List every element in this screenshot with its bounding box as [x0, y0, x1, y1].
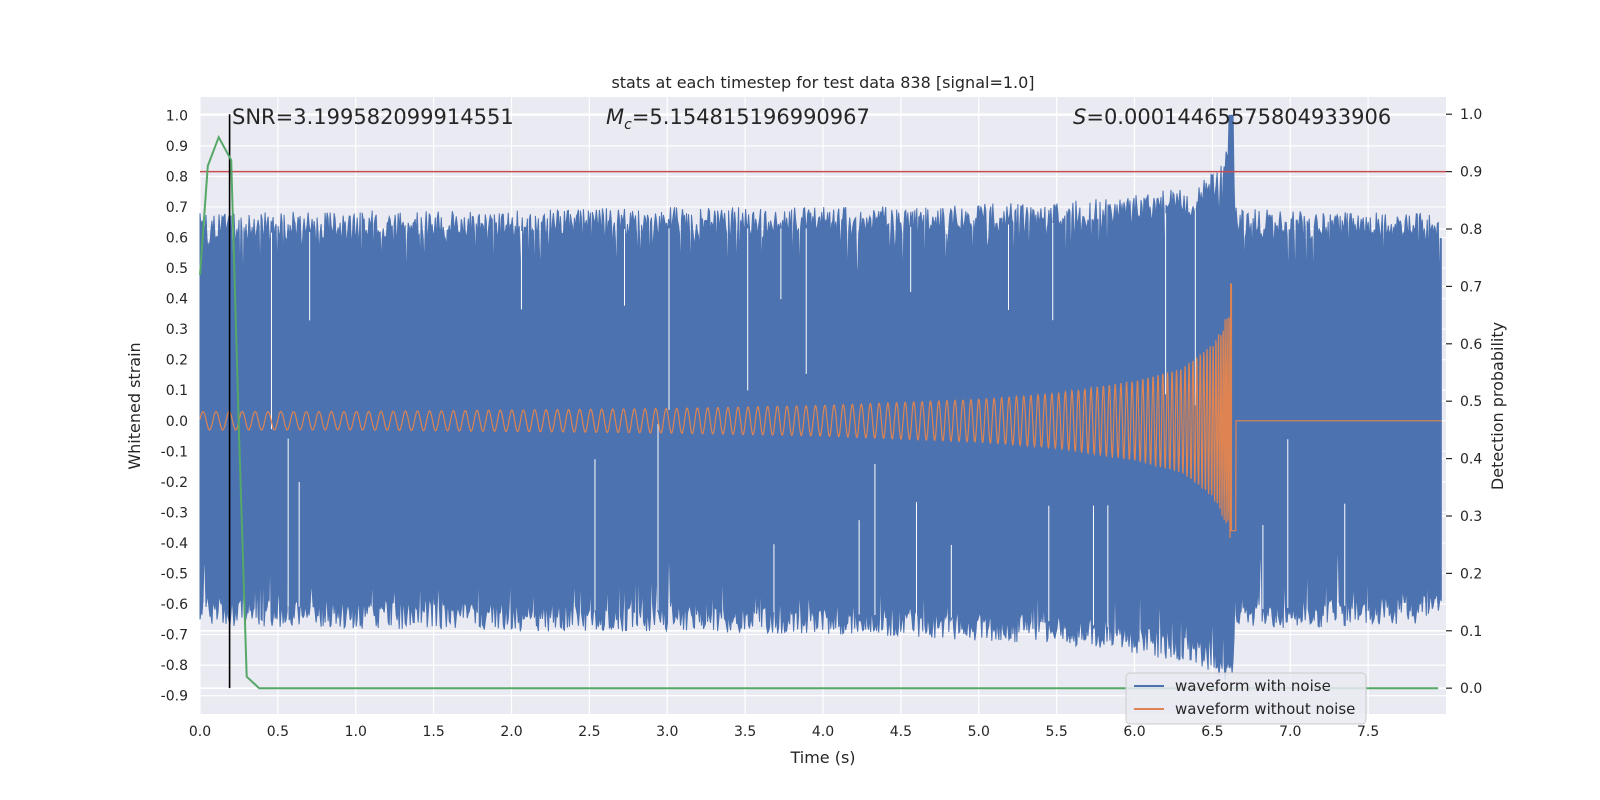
x-tick-label: 7.0 — [1279, 724, 1301, 740]
y2-tick-label: 0.8 — [1460, 222, 1482, 238]
x-tick-label: 3.0 — [656, 724, 678, 740]
s-symbol: S — [1073, 105, 1086, 129]
detection-probability-line — [199, 134, 1439, 690]
legend: waveform with noise waveform without noi… — [1125, 672, 1367, 725]
y2-tick-label: 1.0 — [1460, 107, 1482, 123]
mc-symbol: M — [606, 105, 624, 129]
x-tick-label: 4.0 — [812, 724, 834, 740]
y-tick-label: 0.7 — [166, 200, 188, 216]
y2-tick-label: 0.7 — [1460, 279, 1482, 295]
y2-tick-label: 0.5 — [1460, 394, 1482, 410]
y2-tick-label: 0.2 — [1460, 566, 1482, 582]
y-tick-label: -0.2 — [161, 475, 188, 491]
noisy-waveform-trace — [199, 114, 1442, 680]
mc-value: =5.154815196990967 — [632, 105, 870, 129]
snr-annotation: SNR=3.199582099914551 — [232, 105, 514, 129]
y-axis-label: Whitened strain — [125, 342, 144, 469]
y-tick-label: -0.3 — [161, 505, 188, 521]
y2-tick-label: 0.6 — [1460, 337, 1482, 353]
chart-title: stats at each timestep for test data 838… — [611, 73, 1034, 92]
y2-tick-label: 0.4 — [1460, 452, 1482, 468]
x-tick-label: 5.0 — [968, 724, 990, 740]
x-tick-label: 0.0 — [189, 724, 211, 740]
x-tick-label: 1.0 — [345, 724, 367, 740]
clean-waveform-trace — [199, 289, 1442, 539]
right-axis-ticks: 1.0 0.9 0.8 0.7 0.6 0.5 0.4 0.3 0.2 0.1 0.0 — [1446, 107, 1482, 697]
y-tick-label: 1.0 — [166, 108, 188, 124]
left-axis-ticks: 1.0 0.9 0.8 0.7 0.6 0.5 0.4 0.3 0.2 0.1 0.0 -0.1 -0.… — [161, 108, 188, 704]
y2-axis-label: Detection probability — [1488, 322, 1507, 490]
legend-box — [1125, 672, 1367, 725]
y-tick-label: 0.8 — [166, 169, 188, 185]
y-tick-label: -0.5 — [161, 566, 188, 582]
y-tick-label: 0.3 — [166, 322, 188, 338]
y-tick-label: 0.0 — [166, 414, 188, 430]
y-tick-label: 0.5 — [166, 261, 188, 277]
x-tick-label: 6.5 — [1201, 724, 1223, 740]
legend-label-clean: waveform without noise — [1175, 700, 1355, 718]
y-tick-label: -0.1 — [161, 444, 188, 460]
x-tick-label: 0.5 — [267, 724, 289, 740]
y-tick-label: -0.9 — [161, 689, 188, 705]
y-tick-label: -0.4 — [161, 536, 188, 552]
noisy-waveform-series — [199, 114, 1442, 680]
legend-label-noisy: waveform with noise — [1175, 677, 1331, 695]
y-tick-label: 0.6 — [166, 231, 188, 247]
y-tick-label: -0.8 — [161, 658, 188, 674]
y-tick-label: 0.1 — [166, 383, 188, 399]
y2-tick-label: 0.0 — [1460, 681, 1482, 697]
x-tick-label: 3.5 — [734, 724, 756, 740]
x-tick-label: 6.0 — [1123, 724, 1145, 740]
y-tick-label: 0.2 — [166, 353, 188, 369]
y-tick-label: 0.9 — [166, 139, 188, 155]
x-axis-ticks: 0.0 0.5 1.0 1.5 2.0 2.5 3.0 3.5 4.0 4.5 5.0 5.5 6.0 6… — [189, 724, 1379, 740]
s-annotation: S=0.00014465575804933906 — [1073, 105, 1391, 129]
y-tick-label: 0.4 — [166, 292, 188, 308]
s-value: =0.00014465575804933906 — [1086, 105, 1391, 129]
clean-waveform-series — [199, 283, 1442, 539]
y2-tick-label: 0.9 — [1460, 165, 1482, 181]
x-tick-label: 2.5 — [578, 724, 600, 740]
y2-tick-label: 0.1 — [1460, 624, 1482, 640]
mc-annotation: Mc=5.154815196990967 — [606, 105, 870, 133]
x-tick-label: 2.0 — [500, 724, 522, 740]
y-tick-label: -0.6 — [161, 597, 188, 613]
x-tick-label: 7.5 — [1357, 724, 1379, 740]
y-tick-label: -0.7 — [161, 628, 188, 644]
y2-tick-label: 0.3 — [1460, 509, 1482, 525]
mc-subscript: c — [624, 117, 632, 133]
x-tick-label: 4.5 — [890, 724, 912, 740]
x-tick-label: 1.5 — [422, 724, 444, 740]
x-tick-label: 5.5 — [1045, 724, 1067, 740]
x-axis-label: Time (s) — [789, 748, 855, 767]
